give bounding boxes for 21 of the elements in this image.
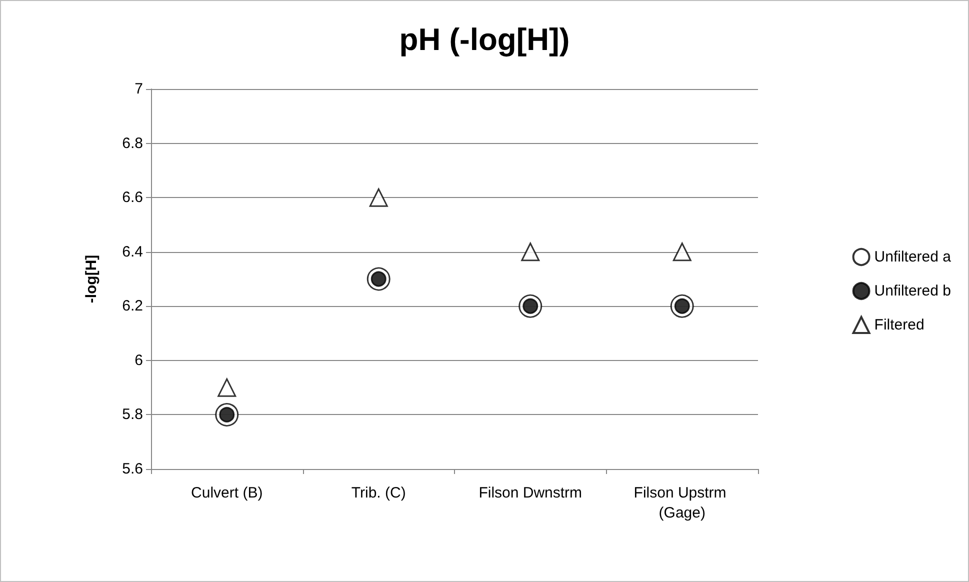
legend-label: Unfiltered b bbox=[874, 282, 952, 300]
point bbox=[369, 188, 388, 207]
y-tick-label: 6.6 bbox=[122, 189, 143, 206]
chart-title: pH (-log[H]) bbox=[399, 22, 570, 57]
y-tick-label: 5.8 bbox=[122, 406, 143, 424]
y-tick-label: 6 bbox=[134, 352, 143, 369]
point bbox=[672, 242, 692, 262]
x-tick-label: Trib. (C) bbox=[351, 484, 406, 502]
y-axis-title: -log[H] bbox=[83, 254, 100, 304]
x-tick-label: Culvert (B) bbox=[191, 484, 263, 502]
point bbox=[218, 378, 236, 397]
x-tick-label: Filson Dwnstrm bbox=[478, 484, 582, 502]
y-tick-label: 5.6 bbox=[122, 460, 143, 478]
legend-label: Filtered bbox=[874, 316, 924, 334]
point bbox=[521, 242, 540, 262]
y-tick-label: 6.2 bbox=[122, 298, 143, 315]
legend-label: Unfiltered a bbox=[874, 248, 952, 266]
y-tick-label: 6.4 bbox=[122, 243, 143, 260]
y-tick-label: 6.8 bbox=[122, 134, 143, 152]
x-tick-label: Filson Upstrm (Gage) bbox=[634, 484, 730, 522]
y-tick-label: 7 bbox=[134, 80, 143, 98]
